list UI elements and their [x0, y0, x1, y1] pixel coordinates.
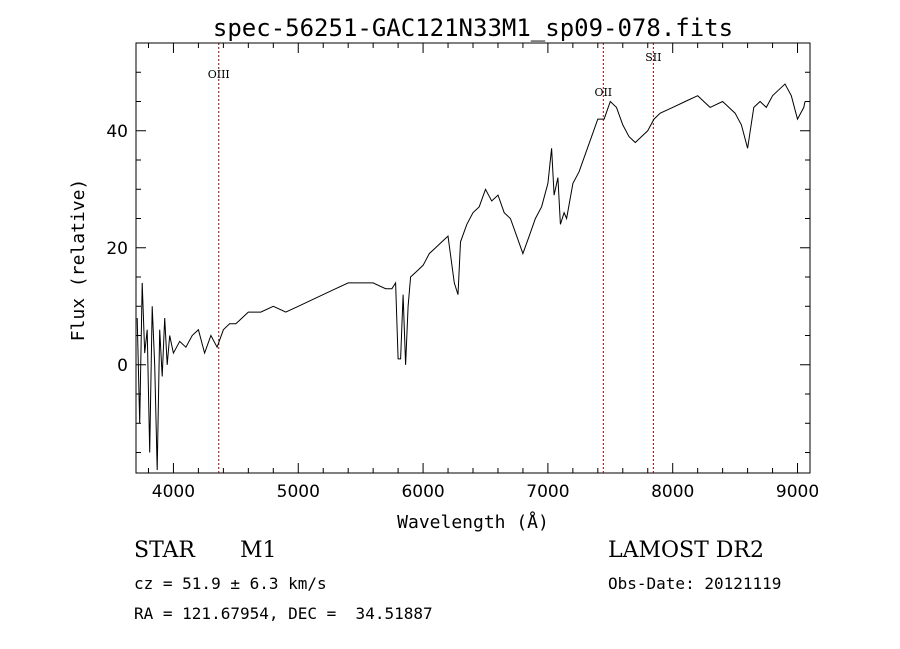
survey-name: LAMOST DR2: [608, 538, 764, 563]
y-tick-label: 0: [117, 356, 128, 376]
observation-date: Obs-Date: 20121119: [608, 574, 782, 593]
marker-label-oii: OII: [594, 86, 612, 99]
object-subclass: M1: [240, 538, 277, 563]
x-axis-ticks: 4000 5000 6000 7000 8000 9000: [147, 43, 819, 502]
chart-title: spec-56251-GAC121N33M1_sp09-078.fits: [213, 14, 733, 42]
marker-label-sii: SII: [645, 51, 661, 64]
y-axis-label: Flux (relative): [68, 179, 89, 342]
x-tick-label: 8000: [651, 482, 694, 502]
x-tick-label: 6000: [401, 482, 444, 502]
y-tick-label: 40: [106, 122, 128, 142]
marker-label-oiii: OIII: [208, 68, 230, 81]
plot-frame: [135, 42, 811, 474]
emission-line-markers: OIII OII SII: [208, 43, 661, 473]
spectrum-line: [136, 83, 806, 471]
object-class: STAR: [134, 538, 195, 563]
x-axis-label: Wavelength (Å): [397, 511, 549, 533]
plot-area: OIII OII SII 4000 5000 6000 7000 8000 9000 0 20 4…: [106, 42, 819, 502]
coordinates: RA = 121.67954, DEC = 34.51887: [134, 604, 433, 623]
redshift-cz: cz = 51.9 ± 6.3 km/s: [134, 574, 327, 593]
x-tick-label: 7000: [526, 482, 569, 502]
y-tick-label: 20: [106, 239, 128, 259]
x-tick-label: 4000: [152, 482, 195, 502]
x-tick-label: 5000: [277, 482, 320, 502]
y-axis-ticks: 0 20 40: [106, 42, 810, 454]
x-tick-label: 9000: [776, 482, 819, 502]
